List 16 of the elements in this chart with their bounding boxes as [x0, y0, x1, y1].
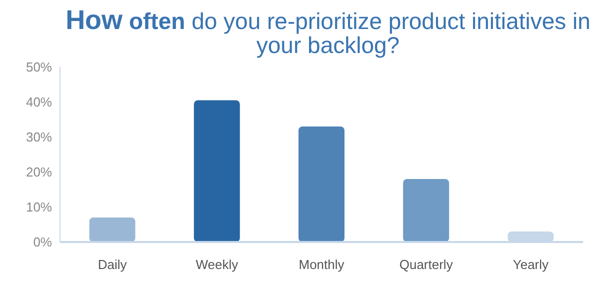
x-tick-label: Yearly: [512, 257, 550, 272]
y-tick-label: 10%: [26, 200, 52, 215]
bar: [403, 179, 450, 242]
bar: [194, 100, 240, 242]
y-tick-label: 0%: [33, 234, 52, 250]
bar: [298, 126, 344, 242]
x-tick-label: Weekly: [196, 257, 239, 272]
y-tick-label: 40%: [26, 94, 52, 110]
bar: [89, 218, 136, 242]
y-tick-label: 50%: [26, 60, 52, 75]
chart-title: How often do you re-prioritize product initiatives in your backlog?: [64, 5, 592, 58]
x-tick-label: Daily: [98, 257, 128, 272]
y-tick-label: 30%: [26, 130, 52, 145]
x-tick-label: Quarterly: [399, 257, 454, 272]
x-tick-label: Monthly: [298, 257, 345, 272]
y-tick-label: 20%: [26, 164, 52, 180]
